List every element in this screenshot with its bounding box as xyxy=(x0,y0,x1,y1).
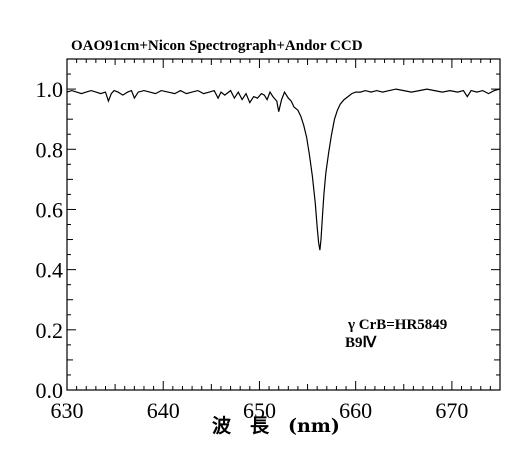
spectrum-line xyxy=(66,88,501,251)
y-tick-label: 0.0 xyxy=(36,378,64,403)
x-tick-label: 670 xyxy=(435,398,468,423)
y-tick-label: 0.2 xyxy=(36,318,64,343)
chart-title: OAO91cm+Nicon Spectrograph+Andor CCD xyxy=(71,38,363,54)
x-tick-label: 640 xyxy=(147,398,180,423)
plot-frame xyxy=(66,58,501,391)
annotation-star-name: γ CrB=HR5849 xyxy=(347,317,447,333)
y-tick-label: 0.6 xyxy=(36,197,64,222)
annotation-spectral-type: B9Ⅳ xyxy=(345,335,378,351)
y-tick-label: 0.8 xyxy=(36,137,64,162)
x-tick-label: 650 xyxy=(243,398,276,423)
y-tick-label: 0.4 xyxy=(36,258,64,283)
tick-group xyxy=(66,58,501,391)
x-tick-label: 630 xyxy=(51,398,84,423)
y-tick-label: 1.0 xyxy=(36,77,64,102)
x-axis-label: 波 長 (nm) xyxy=(212,414,340,437)
tick-label-group: 630 640 650 660 670 0.0 0.2 0.4 0.6 0.8 1.0 xyxy=(36,77,469,423)
x-tick-label: 660 xyxy=(339,398,372,423)
